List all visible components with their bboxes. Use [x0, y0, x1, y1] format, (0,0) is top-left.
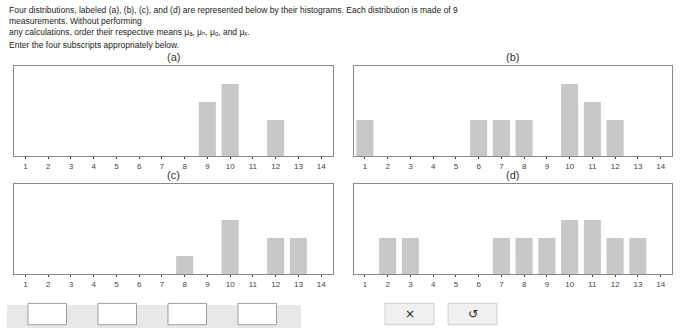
svg-text:(d): (d) — [506, 169, 519, 181]
svg-text:↺: ↺ — [468, 307, 478, 321]
svg-text:1: 1 — [363, 280, 368, 289]
svg-text:6: 6 — [137, 162, 142, 171]
svg-text:7: 7 — [160, 280, 165, 289]
svg-text:6: 6 — [476, 162, 481, 171]
svg-text:4: 4 — [91, 162, 96, 171]
svg-text:(c): (c) — [167, 169, 180, 181]
svg-text:5: 5 — [454, 162, 459, 171]
svg-text:9: 9 — [545, 162, 550, 171]
svg-text:7: 7 — [160, 162, 165, 171]
svg-text:12: 12 — [271, 280, 280, 289]
svg-text:11: 11 — [588, 162, 597, 171]
svg-text:3: 3 — [69, 280, 74, 289]
svg-text:10: 10 — [565, 280, 574, 289]
svg-text:3: 3 — [408, 280, 413, 289]
svg-text:12: 12 — [611, 162, 620, 171]
svg-text:6: 6 — [137, 280, 142, 289]
svg-text:(b): (b) — [506, 51, 519, 63]
svg-text:4: 4 — [431, 162, 436, 171]
svg-text:13: 13 — [633, 162, 642, 171]
svg-text:(a): (a) — [167, 51, 180, 63]
svg-text:14: 14 — [656, 280, 665, 289]
svg-text:10: 10 — [565, 162, 574, 171]
svg-text:×: × — [405, 307, 415, 321]
svg-text:3: 3 — [69, 162, 74, 171]
svg-text:13: 13 — [294, 162, 303, 171]
svg-text:14: 14 — [317, 162, 326, 171]
svg-text:any calculations, order their: any calculations, order their respective… — [9, 27, 250, 37]
svg-text:12: 12 — [271, 162, 280, 171]
svg-text:8: 8 — [522, 280, 527, 289]
svg-text:1: 1 — [363, 162, 368, 171]
svg-text:3: 3 — [408, 162, 413, 171]
svg-text:9: 9 — [205, 162, 210, 171]
svg-text:8: 8 — [182, 280, 187, 289]
svg-text:13: 13 — [294, 280, 303, 289]
svg-text:13: 13 — [633, 280, 642, 289]
svg-text:7: 7 — [499, 162, 504, 171]
svg-text:1: 1 — [23, 162, 28, 171]
svg-text:11: 11 — [249, 162, 258, 171]
svg-text:1: 1 — [23, 280, 28, 289]
svg-text:9: 9 — [545, 280, 550, 289]
svg-text:4: 4 — [431, 280, 436, 289]
svg-text:8: 8 — [522, 162, 527, 171]
svg-text:2: 2 — [385, 280, 390, 289]
svg-text:7: 7 — [499, 280, 504, 289]
svg-text:14: 14 — [656, 162, 665, 171]
svg-text:measurements. Without performi: measurements. Without performing — [9, 16, 142, 26]
svg-text:10: 10 — [226, 162, 235, 171]
svg-text:14: 14 — [317, 280, 326, 289]
svg-text:8: 8 — [182, 162, 187, 171]
svg-text:2: 2 — [46, 162, 51, 171]
svg-text:Enter the four subscripts appr: Enter the four subscripts appropriately … — [9, 40, 179, 50]
svg-text:11: 11 — [588, 280, 597, 289]
svg-text:2: 2 — [385, 162, 390, 171]
svg-text:5: 5 — [114, 162, 119, 171]
svg-text:2: 2 — [46, 280, 51, 289]
svg-text:Four distributions, labeled (a: Four distributions, labeled (a), (b), (c… — [9, 5, 458, 15]
svg-text:6: 6 — [476, 280, 481, 289]
svg-text:4: 4 — [91, 280, 96, 289]
svg-text:5: 5 — [114, 280, 119, 289]
svg-text:10: 10 — [226, 280, 235, 289]
svg-text:5: 5 — [454, 280, 459, 289]
svg-text:12: 12 — [611, 280, 620, 289]
svg-text:9: 9 — [205, 280, 210, 289]
svg-text:11: 11 — [249, 280, 258, 289]
